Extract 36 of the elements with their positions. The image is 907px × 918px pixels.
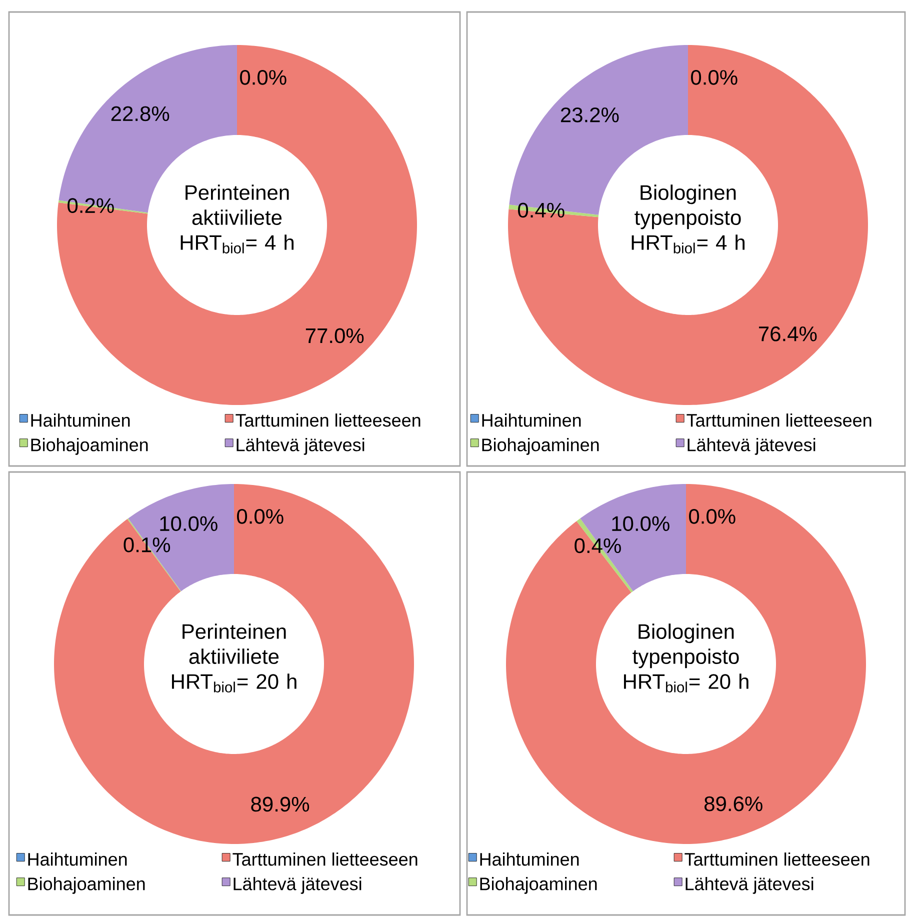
- text: 0.0%: [691, 70, 738, 85]
- data-label: 89.9%: [251, 796, 310, 812]
- text: Biologinen typenpoisto HRT$_{biol}$= 4 h: [632, 184, 745, 254]
- data-label: 77.0%: [306, 328, 364, 344]
- data-label: 76.4%: [758, 326, 817, 342]
- data-label: 23.2%: [560, 107, 619, 122]
- legend-label: Biohajoaminen: [482, 438, 599, 455]
- legend-label: Lähtevä jätevesi: [686, 877, 814, 894]
- data-label: 0.2%: [68, 198, 114, 214]
- legend-label: Lähtevä jätevesi: [234, 877, 362, 894]
- text: 0.0%: [240, 70, 286, 85]
- legend-label: Biohajoaminen: [28, 877, 145, 894]
- legend-label: Biohajoaminen: [480, 877, 597, 894]
- legend-label: Haihtuminen: [482, 414, 581, 427]
- legend-label: Tarttuminen lietteeseen: [684, 852, 870, 866]
- text: 0.0%: [689, 508, 736, 524]
- text: Perinteinen aktiiviliete HRT$_{biol}$= 20 h: [172, 624, 296, 692]
- legend-label: Haihtuminen: [480, 852, 579, 866]
- data-label: 0.1%: [124, 537, 170, 552]
- legend-label: Tarttuminen lietteeseen: [686, 414, 872, 427]
- legend-label: Lähtevä jätevesi: [236, 438, 364, 455]
- data-label: 0.4%: [518, 202, 564, 218]
- legend-label: Tarttuminen lietteeseen: [236, 414, 420, 427]
- legend-label: Tarttuminen lietteeseen: [232, 852, 418, 866]
- data-label: 10.0%: [160, 516, 218, 532]
- legend-label: Haihtuminen: [31, 414, 130, 427]
- data-label: 10.0%: [612, 516, 670, 532]
- data-label: 22.8%: [111, 106, 170, 122]
- text: Perinteinen aktiiviliete HRT$_{biol}$= 4 h: [180, 184, 294, 254]
- data-label: 0.4%: [574, 538, 621, 554]
- legend-label: Biohajoaminen: [31, 438, 148, 455]
- data-label: 89.6%: [704, 796, 762, 812]
- legend-label: Haihtuminen: [28, 852, 127, 866]
- text: Biologinen typenpoisto HRT$_{biol}$= 20 h: [624, 624, 748, 692]
- text: 0.0%: [237, 508, 284, 524]
- legend-label: Lähtevä jätevesi: [688, 438, 816, 455]
